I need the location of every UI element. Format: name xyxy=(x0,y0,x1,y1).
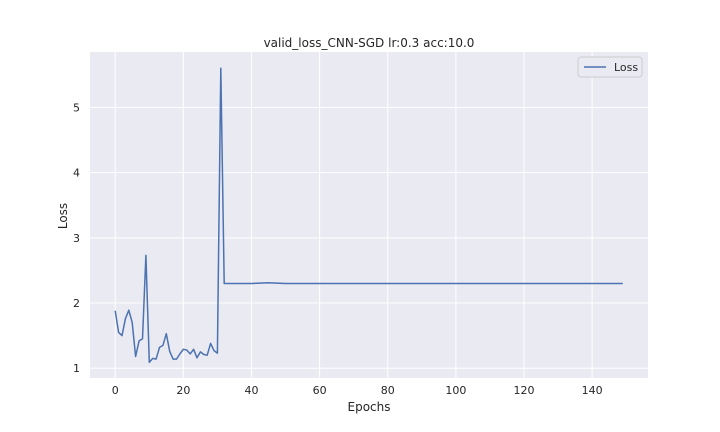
x-tick-label: 140 xyxy=(582,384,603,397)
x-tick-label: 100 xyxy=(445,384,466,397)
x-tick-label: 40 xyxy=(244,384,258,397)
x-axis-ticks: 0 20 40 60 80 100 120 140 xyxy=(112,384,603,397)
y-tick-label: 4 xyxy=(73,167,80,180)
y-axis-ticks: 1 2 3 4 5 xyxy=(73,101,80,375)
grid-lines xyxy=(90,52,648,378)
y-tick-label: 1 xyxy=(73,362,80,375)
plot-area xyxy=(90,52,648,378)
y-axis-label: Loss xyxy=(56,203,70,229)
x-tick-label: 0 xyxy=(112,384,119,397)
x-axis-label: Epochs xyxy=(348,400,391,414)
x-tick-label: 120 xyxy=(514,384,535,397)
legend: Loss xyxy=(577,56,643,78)
series-group xyxy=(114,67,623,364)
x-tick-label: 80 xyxy=(381,384,395,397)
y-tick-label: 3 xyxy=(73,232,80,245)
y-tick-label: 5 xyxy=(73,101,80,114)
x-tick-label: 60 xyxy=(313,384,327,397)
y-tick-label: 2 xyxy=(73,297,80,310)
legend-label: Loss xyxy=(614,61,638,74)
series-line-loss xyxy=(114,67,623,364)
x-tick-label: 20 xyxy=(176,384,190,397)
chart-title: valid_loss_CNN-SGD lr:0.3 acc:10.0 xyxy=(264,36,475,50)
legend-box xyxy=(577,56,643,78)
